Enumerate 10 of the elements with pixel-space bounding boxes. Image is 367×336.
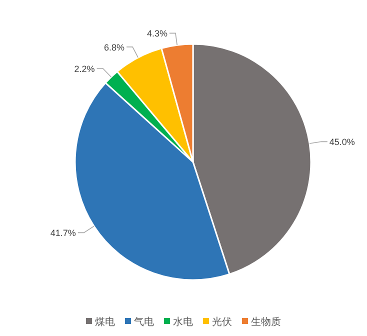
legend-label: 煤电 xyxy=(95,316,115,328)
legend-label: 生物质 xyxy=(251,316,281,328)
data-label: 41.7% xyxy=(50,228,76,238)
legend-label: 光伏 xyxy=(212,316,232,328)
data-label: 6.8% xyxy=(104,42,125,52)
data-label: 2.2% xyxy=(74,64,95,74)
legend-label: 水电 xyxy=(173,316,193,328)
legend-label: 气电 xyxy=(134,316,154,328)
data-label: 4.3% xyxy=(146,28,168,39)
data-label: 45.0% xyxy=(329,137,355,148)
